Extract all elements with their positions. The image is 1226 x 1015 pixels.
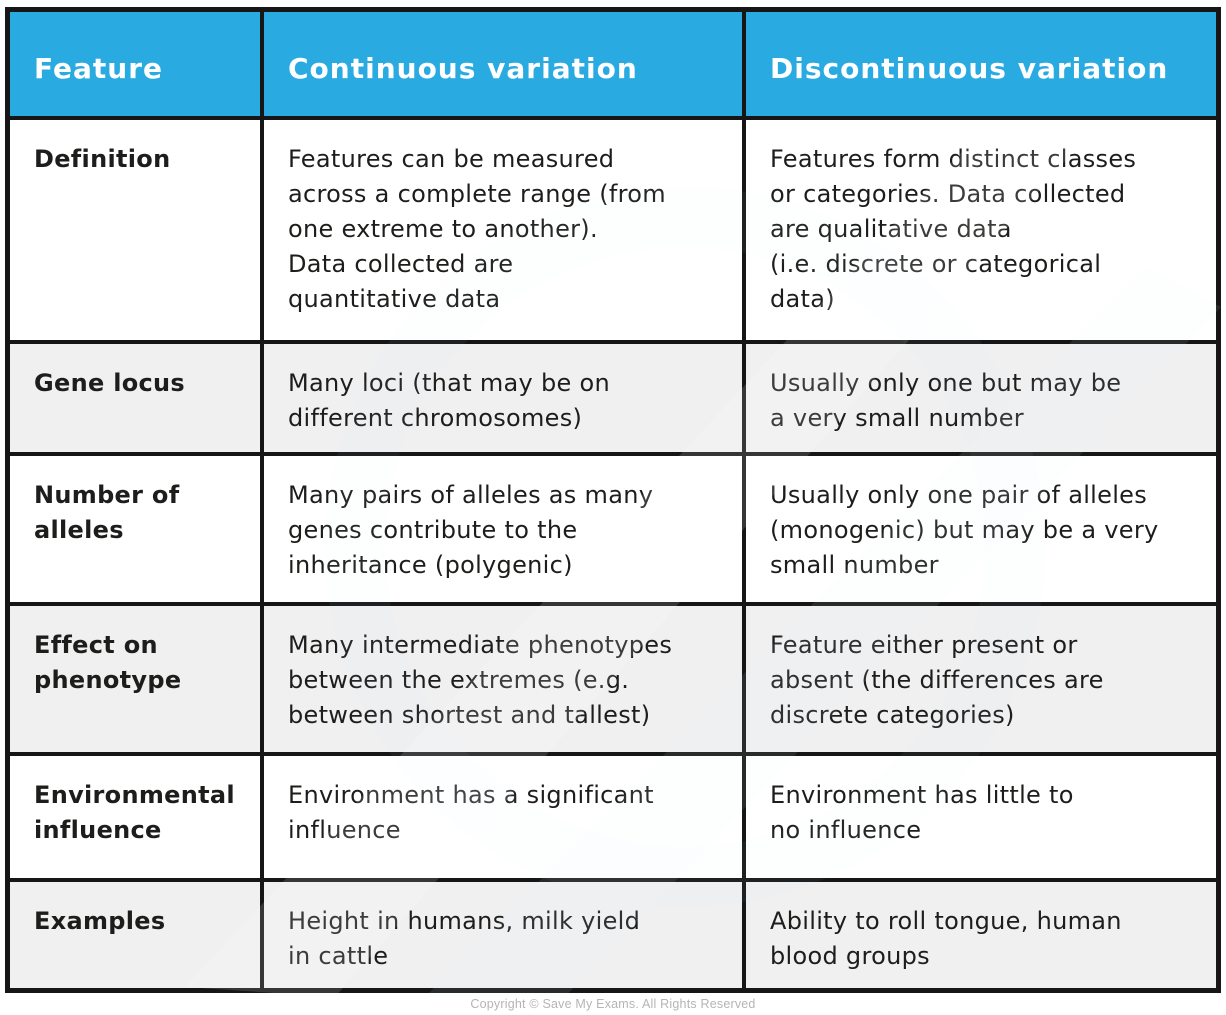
row-definition-label: Definition (10, 120, 260, 340)
row-examples-label: Examples (10, 882, 260, 988)
row-environmental-influence-label: Environmental influence (10, 756, 260, 878)
cell-effect-on-phenotype-continuous: Many intermediate phenotypes between the… (264, 606, 742, 752)
row-number-of-alleles-label: Number of alleles (10, 456, 260, 602)
cell-environmental-influence-continuous: Environment has a significant influence (264, 756, 742, 878)
copyright-notice: Copyright © Save My Exams. All Rights Re… (470, 997, 756, 1011)
row-effect-on-phenotype-label: Effect on phenotype (10, 606, 260, 752)
cell-definition-discontinuous: Features form distinct classes or catego… (746, 120, 1216, 340)
cell-gene-locus-continuous: Many loci (that may be on different chro… (264, 344, 742, 452)
cell-examples-continuous: Height in humans, milk yield in cattle (264, 882, 742, 988)
header-cell-discontinuous-variation: Discontinuous variation (746, 12, 1216, 116)
row-gene-locus-label: Gene locus (10, 344, 260, 452)
header-cell-continuous-variation: Continuous variation (264, 12, 742, 116)
variation-comparison-table: Feature Continuous variation Discontinuo… (5, 7, 1221, 993)
header-cell-feature: Feature (10, 12, 260, 116)
cell-effect-on-phenotype-discontinuous: Feature either present or absent (the di… (746, 606, 1216, 752)
cell-definition-continuous: Features can be measured across a comple… (264, 120, 742, 340)
cell-number-of-alleles-discontinuous: Usually only one pair of alleles (monoge… (746, 456, 1216, 602)
cell-environmental-influence-discontinuous: Environment has little to no influence (746, 756, 1216, 878)
cell-number-of-alleles-continuous: Many pairs of alleles as many genes cont… (264, 456, 742, 602)
cell-examples-discontinuous: Ability to roll tongue, human blood grou… (746, 882, 1216, 988)
cell-gene-locus-discontinuous: Usually only one but may be a very small… (746, 344, 1216, 452)
